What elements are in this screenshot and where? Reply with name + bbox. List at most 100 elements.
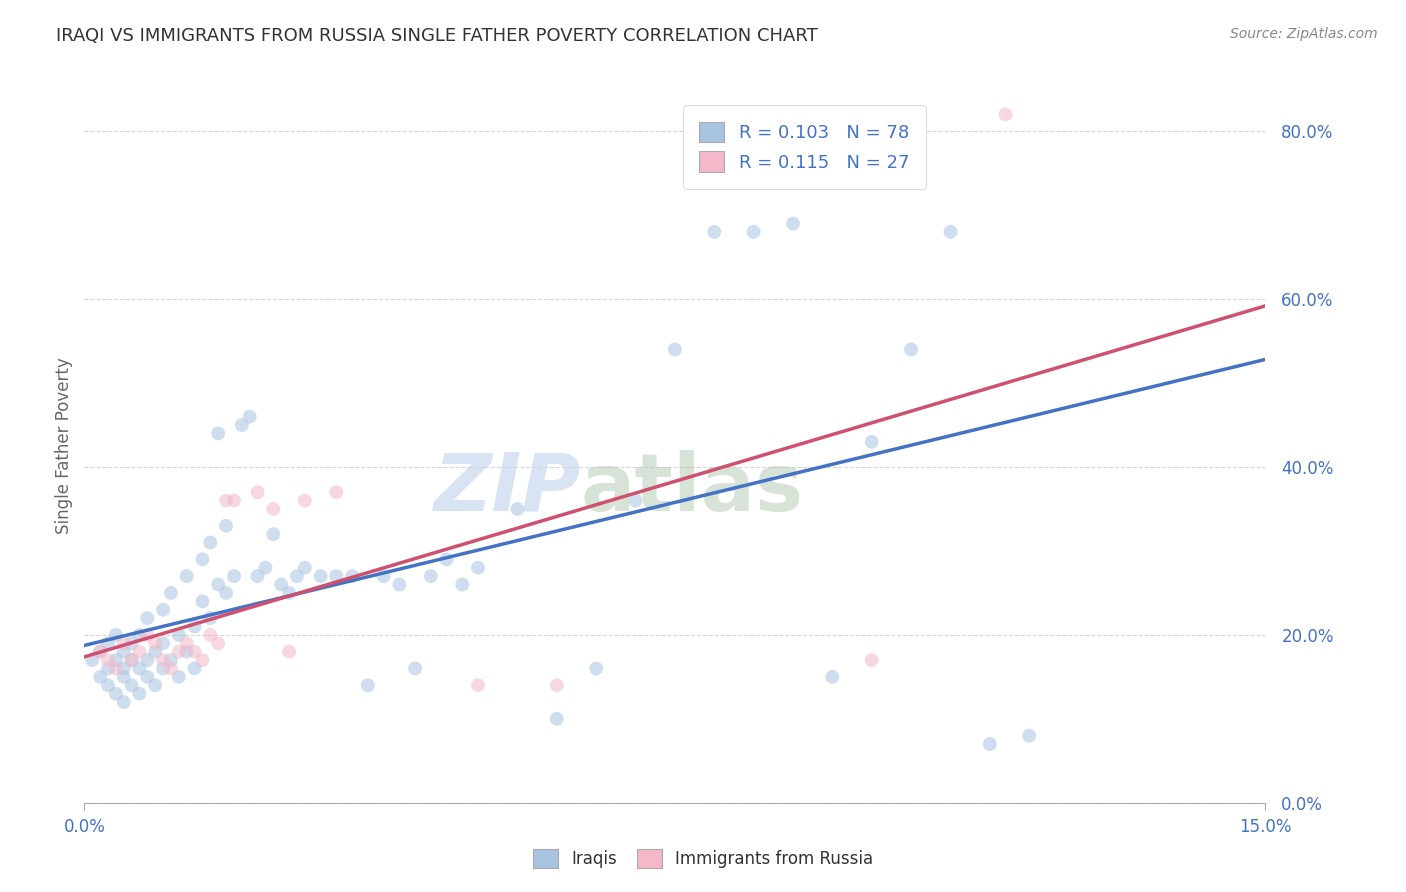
Point [782, 217, 804, 231]
Legend: R = 0.103   N = 78, R = 0.115   N = 27: R = 0.103 N = 78, R = 0.115 N = 27 [683, 105, 925, 188]
Point [121, 678, 143, 692]
Point [143, 645, 166, 659]
Point [136, 628, 159, 642]
Point [231, 417, 253, 432]
Point [176, 569, 198, 583]
Point [309, 569, 332, 583]
Point [340, 569, 363, 583]
Point [136, 670, 159, 684]
Point [703, 225, 725, 239]
Point [262, 527, 284, 541]
Point [207, 577, 229, 591]
Point [222, 569, 245, 583]
Point [262, 502, 284, 516]
Point [89, 670, 111, 684]
Point [112, 636, 135, 650]
Point [994, 107, 1017, 121]
Point [191, 594, 214, 608]
Point [191, 653, 214, 667]
Point [222, 493, 245, 508]
Point [152, 603, 174, 617]
Point [215, 518, 238, 533]
Point [112, 695, 135, 709]
Point [294, 560, 316, 574]
Point [215, 493, 238, 508]
Point [860, 653, 883, 667]
Point [152, 653, 174, 667]
Point [624, 493, 647, 508]
Point [270, 577, 292, 591]
Point [183, 661, 205, 675]
Point [97, 678, 120, 692]
Point [104, 628, 127, 642]
Point [900, 343, 922, 357]
Point [167, 628, 190, 642]
Point [388, 577, 411, 591]
Point [200, 535, 222, 549]
Point [585, 661, 607, 675]
Point [121, 653, 143, 667]
Point [136, 611, 159, 625]
Point [152, 661, 174, 675]
Text: ZIP: ZIP [433, 450, 581, 528]
Point [200, 628, 222, 642]
Point [97, 636, 120, 650]
Point [167, 670, 190, 684]
Point [128, 661, 150, 675]
Point [821, 670, 844, 684]
Point [215, 586, 238, 600]
Point [979, 737, 1001, 751]
Point [136, 653, 159, 667]
Point [104, 653, 127, 667]
Point [373, 569, 395, 583]
Point [294, 493, 316, 508]
Point [97, 653, 120, 667]
Point [436, 552, 458, 566]
Point [89, 645, 111, 659]
Point [82, 653, 104, 667]
Point [121, 636, 143, 650]
Point [506, 502, 529, 516]
Point [404, 661, 426, 675]
Point [160, 661, 183, 675]
Point [128, 628, 150, 642]
Point [183, 645, 205, 659]
Point [246, 569, 269, 583]
Legend: Iraqis, Immigrants from Russia: Iraqis, Immigrants from Russia [526, 843, 880, 875]
Point [278, 586, 301, 600]
Point [112, 670, 135, 684]
Point [128, 645, 150, 659]
Point [467, 560, 489, 574]
Point [167, 645, 190, 659]
Y-axis label: Single Father Poverty: Single Father Poverty [55, 358, 73, 534]
Text: IRAQI VS IMMIGRANTS FROM RUSSIA SINGLE FATHER POVERTY CORRELATION CHART: IRAQI VS IMMIGRANTS FROM RUSSIA SINGLE F… [56, 27, 818, 45]
Point [160, 653, 183, 667]
Point [183, 619, 205, 633]
Point [419, 569, 441, 583]
Point [325, 485, 347, 500]
Text: atlas: atlas [581, 450, 803, 528]
Point [546, 712, 568, 726]
Point [285, 569, 308, 583]
Point [176, 645, 198, 659]
Point [176, 636, 198, 650]
Point [121, 653, 143, 667]
Point [112, 645, 135, 659]
Point [207, 426, 229, 441]
Point [104, 687, 127, 701]
Point [325, 569, 347, 583]
Point [160, 586, 183, 600]
Point [664, 343, 686, 357]
Point [104, 661, 127, 675]
Point [546, 678, 568, 692]
Point [143, 636, 166, 650]
Point [357, 678, 380, 692]
Point [191, 552, 214, 566]
Point [1018, 729, 1040, 743]
Point [239, 409, 262, 424]
Point [97, 661, 120, 675]
Point [254, 560, 277, 574]
Point [207, 636, 229, 650]
Point [152, 636, 174, 650]
Point [112, 661, 135, 675]
